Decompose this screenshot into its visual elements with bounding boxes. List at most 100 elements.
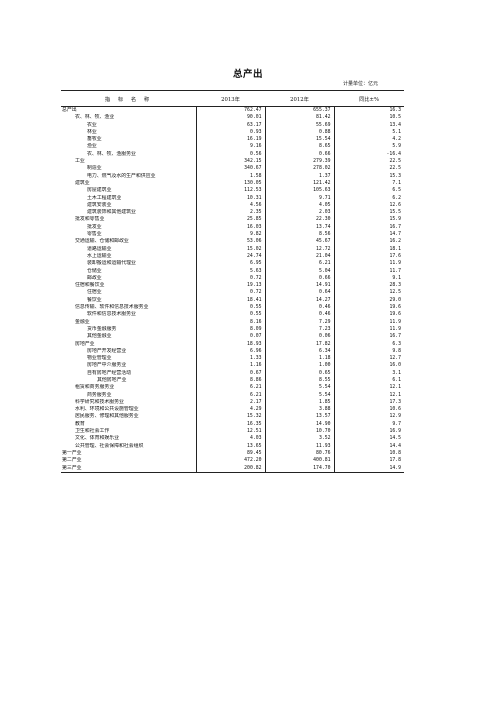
- row-pct-cell: 12.1: [333, 391, 404, 399]
- row-name-cell: 渔业: [87, 143, 97, 150]
- row-name-cell: 租赁和商务服务业: [75, 384, 115, 391]
- table-row: 渔业 9.16 8.65 5.9: [61, 143, 404, 151]
- row-2012-cell: 17.82: [264, 340, 334, 348]
- table-row: 林业 0.93 0.88 5.1: [61, 128, 404, 137]
- row-name-cell: 物业管理业: [87, 355, 112, 362]
- row-2012-cell: 13.57: [264, 413, 334, 421]
- row-2013-cell: 6.95: [195, 260, 265, 268]
- row-pct-cell: 5.9: [333, 143, 404, 151]
- row-pct-cell: 16.3: [333, 106, 404, 115]
- table-row: 房地产业 18.93 17.82 6.3: [61, 340, 404, 348]
- table-row: 金融业 8.16 7.29 11.9: [61, 318, 404, 326]
- table-row: 水上运输业 24.74 21.04 17.6: [61, 252, 404, 261]
- row-name-cell: 道路运输业: [87, 245, 112, 252]
- row-name-cell: 装卸搬运和运输代理业: [87, 260, 136, 267]
- row-pct-cell: 16.2: [333, 238, 404, 246]
- table-row: 批发和零售业 25.85 22.30 15.9: [61, 216, 404, 224]
- row-name-cell: 第一产业: [62, 449, 82, 456]
- row-2013-cell: 16.03: [195, 223, 265, 232]
- table-row: 房地产中介服务业 1.16 1.00 16.0: [61, 362, 404, 370]
- row-pct-cell: -16.4: [333, 150, 404, 159]
- table-row: 总产出 762.47 655.37 16.3: [61, 106, 404, 115]
- row-2013-cell: 90.01: [195, 114, 265, 122]
- row-pct-cell: 19.6: [333, 304, 404, 312]
- page-title: 总产出: [232, 69, 263, 80]
- row-2013-cell: 8.09: [195, 325, 265, 334]
- row-pct-cell: 12.9: [333, 413, 404, 421]
- row-2013-cell: 18.41: [195, 296, 265, 305]
- table-row: 第二产业 472.20 400.81 17.8: [61, 457, 404, 465]
- table-row: 文化、体育和娱乐业 4.03 3.52 14.5: [61, 435, 404, 443]
- row-2013-cell: 0.72: [195, 274, 265, 283]
- row-2012-cell: 8.56: [264, 231, 334, 239]
- table-row: 制造业 340.67 278.02 22.5: [61, 165, 404, 173]
- table-row: 房屋建筑业 112.53 105.63 6.5: [61, 187, 404, 195]
- row-2012-cell: 15.54: [264, 136, 334, 144]
- row-2013-cell: 6.21: [195, 384, 265, 392]
- row-2012-cell: 1.18: [264, 355, 334, 363]
- row-2013-cell: 0.67: [195, 369, 265, 377]
- table-row: 信息传输、软件和信息技术服务业 0.55 0.46 19.6: [61, 304, 404, 312]
- table-row: 畜牧业 16.19 15.54 4.2: [61, 136, 404, 144]
- row-2012-cell: 0.46: [264, 304, 334, 312]
- row-2012-cell: 0.65: [264, 369, 334, 377]
- row-2012-cell: 13.74: [264, 223, 334, 232]
- table-row: 仓储业 5.63 5.04 11.7: [61, 267, 404, 275]
- row-2013-cell: 1.33: [195, 355, 265, 363]
- row-2012-cell: 45.67: [264, 238, 334, 246]
- table-row: 货币金融服务 8.09 7.23 11.9: [61, 325, 404, 334]
- row-2012-cell: 14.27: [264, 296, 334, 305]
- table-row: 商务服务业 6.21 5.54 12.1: [61, 391, 404, 399]
- row-name-cell: 第二产业: [62, 457, 82, 464]
- row-2013-cell: 12.51: [195, 428, 265, 436]
- row-2013-cell: 762.47: [195, 106, 265, 115]
- unit-label: 计量单位：亿元: [343, 81, 379, 87]
- table-row: 交通运输、仓储和邮政业 53.06 45.67 16.2: [61, 238, 404, 246]
- row-pct-cell: 3.1: [333, 369, 404, 377]
- row-name-cell: 仓储业: [87, 267, 102, 274]
- row-name-cell: 畜牧业: [87, 136, 102, 143]
- row-2012-cell: 5.04: [264, 267, 334, 275]
- row-name-cell: 软件和信息技术服务业: [87, 311, 136, 318]
- row-2012-cell: 0.06: [264, 333, 334, 341]
- row-2012-cell: 14.90: [264, 420, 334, 429]
- row-2012-cell: 0.64: [264, 289, 334, 297]
- row-name-cell: 房地产业: [75, 340, 95, 347]
- table-row: 道路运输业 15.02 12.72 18.1: [61, 245, 404, 253]
- row-name-cell: 住宿业: [87, 289, 102, 296]
- row-name-cell: 批发和零售业: [75, 216, 105, 223]
- row-2013-cell: 16.35: [195, 420, 265, 429]
- table-row: 教育 16.35 14.90 9.7: [61, 420, 404, 429]
- row-pct-cell: 5.1: [333, 128, 404, 137]
- row-2013-cell: 13.65: [195, 442, 265, 450]
- row-pct-cell: 12.5: [333, 289, 404, 297]
- row-pct-cell: 16.0: [333, 362, 404, 370]
- row-2013-cell: 15.32: [195, 413, 265, 421]
- row-2012-cell: 7.29: [264, 318, 334, 326]
- row-2012-cell: 55.69: [264, 121, 334, 129]
- row-2012-cell: 3.52: [264, 435, 334, 443]
- table-row: 第一产业 89.45 80.76 10.8: [61, 449, 404, 458]
- row-name-cell: 商务服务业: [87, 391, 112, 398]
- row-pct-cell: 14.4: [333, 442, 404, 450]
- row-2013-cell: 2.17: [195, 398, 265, 407]
- table-row: 零售业 9.82 8.56 14.7: [61, 231, 404, 239]
- row-pct-cell: 29.0: [333, 296, 404, 305]
- row-pct-cell: 16.7: [333, 223, 404, 232]
- table-row: 其他金融业 0.07 0.06 16.7: [61, 333, 404, 341]
- row-pct-cell: 12.7: [333, 355, 404, 363]
- row-name-cell: 文化、体育和娱乐业: [75, 435, 120, 442]
- row-2012-cell: 0.66: [264, 150, 334, 159]
- row-name-cell: 其他金融业: [87, 333, 112, 340]
- row-pct-cell: 16.7: [333, 333, 404, 341]
- table-row: 住宿业 0.72 0.64 12.5: [61, 289, 404, 297]
- table-row: 水利、环境和公共设施管理业 4.29 3.88 10.6: [61, 406, 404, 414]
- row-2013-cell: 472.20: [195, 457, 265, 465]
- row-2012-cell: 80.76: [264, 449, 334, 458]
- row-pct-cell: 6.5: [333, 187, 404, 195]
- row-2013-cell: 2.35: [195, 209, 265, 217]
- row-2013-cell: 63.17: [195, 121, 265, 129]
- table-row: 土木工程建筑业 10.31 9.71 6.2: [61, 194, 404, 202]
- row-pct-cell: 11.7: [333, 267, 404, 275]
- table-row: 工业 342.15 279.39 22.5: [61, 158, 404, 166]
